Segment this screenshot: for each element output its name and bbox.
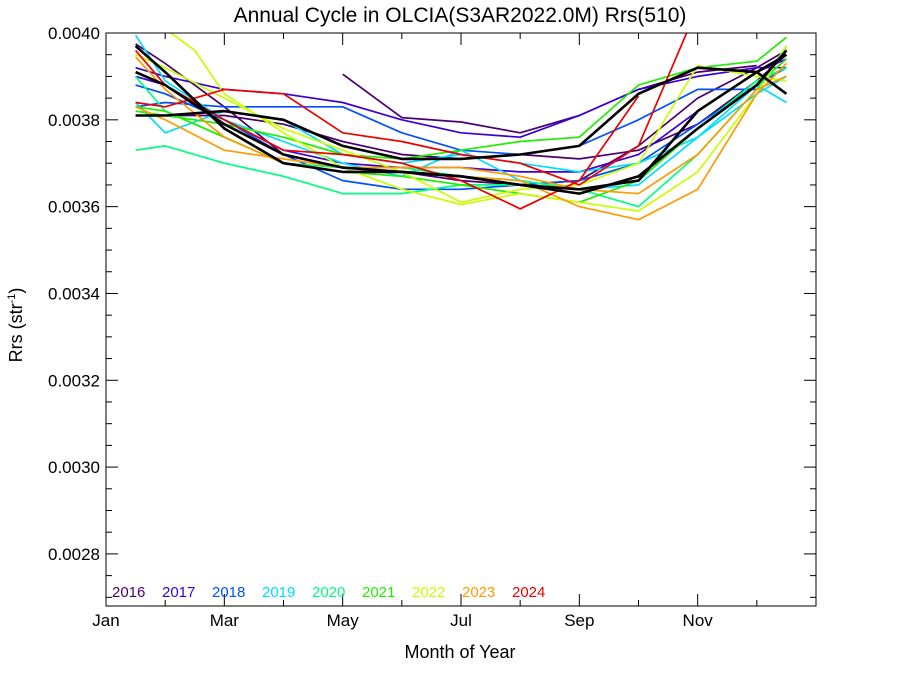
series-line-15 bbox=[135, 53, 787, 204]
chart-title: Annual Cycle in OLCIA(S3AR2022.0M) Rrs(5… bbox=[234, 4, 687, 27]
y-tick-label: 0.0040 bbox=[48, 24, 100, 43]
legend-item-2021: 2021 bbox=[362, 584, 395, 601]
x-tick-label: Sep bbox=[564, 611, 594, 630]
legend-item-2024: 2024 bbox=[512, 584, 545, 601]
series-line-20 bbox=[135, 66, 788, 161]
series-line-19 bbox=[134, 49, 640, 210]
y-axis-title-exponent: -1 bbox=[6, 294, 18, 304]
legend: 2016 2017 2018 2019 2020 2021 2022 2023 2024 bbox=[112, 584, 545, 601]
y-axis-title: Rrs (str-1) bbox=[6, 288, 26, 363]
series-line-18 bbox=[135, 33, 688, 186]
x-tick-label: Jul bbox=[450, 611, 472, 630]
legend-item-2016: 2016 bbox=[112, 584, 145, 601]
y-axis-title-text: Rrs (str bbox=[6, 303, 26, 362]
series-line-1 bbox=[342, 64, 757, 134]
y-tick-label: 0.0038 bbox=[48, 111, 100, 130]
x-tick-label: Mar bbox=[210, 611, 240, 630]
x-tick-label: Jan bbox=[92, 611, 119, 630]
x-tick-label: Nov bbox=[683, 611, 714, 630]
legend-item-2020: 2020 bbox=[312, 584, 345, 601]
plot-lines bbox=[134, 33, 788, 221]
series-line-2 bbox=[135, 43, 787, 186]
series-line-17 bbox=[135, 75, 787, 195]
y-tick-label: 0.0028 bbox=[48, 545, 100, 564]
x-axis-title: Month of Year bbox=[404, 642, 515, 662]
y-axis-ticks: 0.0028 0.0030 0.0032 0.0034 0.0036 0.0038 0.00… bbox=[48, 24, 816, 598]
y-axis-title-suffix: ) bbox=[6, 288, 26, 294]
y-tick-label: 0.0034 bbox=[48, 284, 100, 303]
y-tick-label: 0.0030 bbox=[48, 458, 100, 477]
series-line-6 bbox=[135, 75, 787, 156]
series-line-14 bbox=[169, 33, 788, 212]
x-tick-label: May bbox=[327, 611, 360, 630]
series-line-22 bbox=[134, 45, 788, 191]
x-axis-ticks: Jan Mar May Jul Sep Nov bbox=[92, 33, 817, 630]
legend-item-2017: 2017 bbox=[162, 584, 195, 601]
legend-item-2022: 2022 bbox=[412, 584, 445, 601]
legend-item-2019: 2019 bbox=[262, 584, 295, 601]
y-tick-label: 0.0032 bbox=[48, 371, 100, 390]
legend-item-2023: 2023 bbox=[462, 584, 495, 601]
legend-item-2018: 2018 bbox=[212, 584, 245, 601]
y-tick-label: 0.0036 bbox=[48, 198, 100, 217]
